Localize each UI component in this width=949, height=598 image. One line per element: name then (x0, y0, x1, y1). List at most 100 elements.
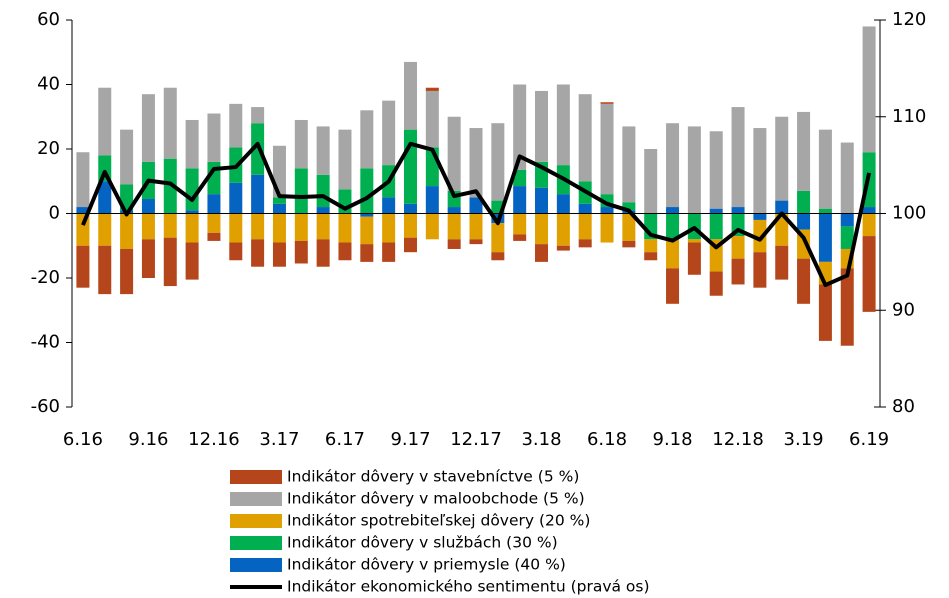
y-tick-label: 20 (37, 138, 60, 159)
bar-segment (622, 213, 636, 241)
bar-segment (251, 174, 265, 214)
bar-segment (775, 116, 789, 201)
bar-segment (840, 213, 854, 227)
bar-segment (666, 213, 680, 240)
bar-segment (862, 26, 876, 153)
bar-segment (229, 242, 243, 261)
x-tick-label: 6.19 (849, 429, 889, 450)
legend-label: Indikátor dôvery v službách (30 %) (287, 534, 558, 552)
bar-segment (731, 258, 745, 285)
bar-segment (469, 197, 483, 214)
bar-segment (753, 213, 767, 220)
bar-segment (666, 268, 680, 304)
x-tick-label: 3.17 (259, 429, 299, 450)
bar-segment (578, 94, 592, 182)
legend-swatch (230, 492, 282, 506)
x-tick-label: 12.17 (450, 429, 502, 450)
bar-segment (731, 236, 745, 259)
bar-segment (185, 210, 199, 214)
bar-segment (622, 126, 636, 203)
bar-segment (76, 152, 90, 208)
x-tick-label: 6.17 (325, 429, 365, 450)
bar-segment (818, 213, 832, 262)
bar-segment (447, 239, 461, 249)
bar-segment (425, 213, 439, 240)
bar-segment (229, 103, 243, 148)
x-tick-label: 12.18 (712, 429, 764, 450)
bar-segment (185, 213, 199, 243)
bar-segment (316, 213, 330, 240)
bar-segment (185, 119, 199, 169)
bar-segment (403, 237, 417, 253)
legend-swatch (230, 470, 282, 484)
bar-segment (120, 248, 134, 295)
bar-segment (469, 213, 483, 240)
bar-segment (185, 242, 199, 280)
bar-segment (709, 131, 723, 209)
bar-segment (338, 213, 352, 243)
bar-segment (338, 129, 352, 190)
bar-segment (360, 168, 374, 214)
bar-segment (316, 126, 330, 175)
bar-segment (98, 181, 112, 214)
x-tick-label: 9.16 (128, 429, 168, 450)
bar-segment (709, 208, 723, 214)
bar-segment (731, 107, 745, 208)
y-tick-label: -40 (31, 332, 60, 353)
x-tick-label: 3.19 (784, 429, 824, 450)
bar-segment (425, 186, 439, 214)
bar-segment (403, 203, 417, 214)
bar-segment (447, 116, 461, 191)
bar-segment (687, 242, 701, 275)
y-tick-label: 60 (37, 9, 60, 30)
bar-segment (775, 213, 789, 246)
bar-segment (229, 213, 243, 243)
y2-tick-label: 120 (892, 9, 926, 30)
bar-segment (272, 242, 286, 267)
x-tick-label: 6.16 (63, 429, 103, 450)
bar-segment (98, 245, 112, 295)
bar-segment (578, 239, 592, 248)
bar-segment (578, 203, 592, 214)
bar-segment (666, 123, 680, 208)
bar-segment (403, 129, 417, 204)
bar-segment (535, 187, 549, 214)
bar-segment (185, 168, 199, 211)
bar-segment (141, 94, 155, 162)
bar-segment (600, 102, 614, 104)
bar-segment (535, 213, 549, 245)
bar-segment (76, 207, 90, 214)
x-tick-label: 6.18 (587, 429, 627, 450)
bar-segment (360, 110, 374, 169)
bar-segment (98, 213, 112, 246)
bar-segment (709, 239, 723, 272)
bar-segment (207, 232, 221, 241)
bar-segment (535, 90, 549, 162)
x-tick-label: 9.18 (653, 429, 693, 450)
bar-segment (294, 240, 308, 264)
bar-segment (666, 239, 680, 269)
bar-segment (491, 252, 505, 261)
bar-segment (709, 213, 723, 240)
bar-segment (425, 90, 439, 148)
bar-segment (360, 213, 374, 217)
bar-segment (403, 213, 417, 238)
bar-segment (797, 213, 811, 230)
bar-segment (382, 213, 396, 243)
bar-segment (251, 107, 265, 124)
bar-segment (360, 244, 374, 262)
y2-tick-label: 90 (892, 299, 915, 320)
y2-tick-label: 110 (892, 106, 926, 127)
bar-segment (360, 216, 374, 245)
y-tick-label: 0 (49, 203, 60, 224)
bar-segment (513, 84, 527, 170)
bar-segment (141, 239, 155, 278)
bar-segment (491, 223, 505, 253)
bar-segment (141, 198, 155, 214)
bar-segment (775, 245, 789, 280)
bar-segment (797, 111, 811, 191)
bar-segment (556, 245, 570, 251)
bar-segment (403, 61, 417, 130)
bar-segment (840, 142, 854, 214)
